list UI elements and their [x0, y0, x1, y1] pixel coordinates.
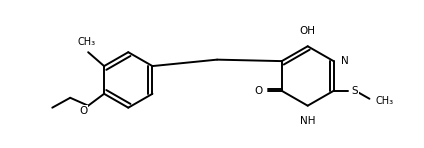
Text: CH₃: CH₃: [77, 37, 95, 47]
Text: NH: NH: [300, 116, 315, 126]
Text: CH₃: CH₃: [375, 96, 393, 106]
Text: O: O: [79, 106, 87, 116]
Text: N: N: [340, 56, 348, 66]
Text: O: O: [254, 86, 263, 96]
Text: S: S: [351, 86, 358, 96]
Text: OH: OH: [300, 26, 316, 36]
